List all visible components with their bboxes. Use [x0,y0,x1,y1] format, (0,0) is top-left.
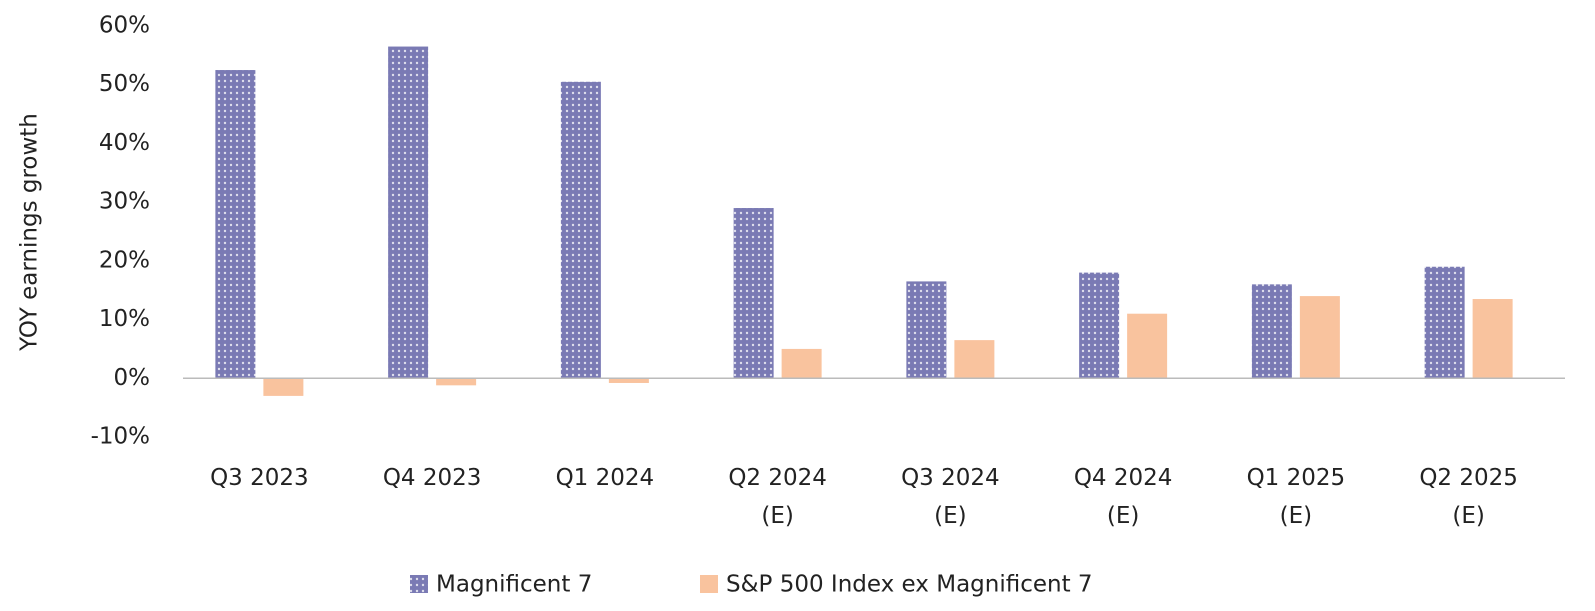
x-tick-line: (E) [1107,503,1139,529]
x-tick-line: Q1 2024 [556,465,655,491]
y-tick-label: -10% [91,424,150,450]
y-tick-label: 40% [99,130,150,156]
legend-swatch [700,575,718,593]
bar [263,378,304,396]
y-tick-label: 10% [99,306,150,332]
y-tick-label: 60% [99,13,150,39]
bar [906,281,947,379]
y-tick-label: 50% [99,71,150,97]
bar [608,378,649,383]
x-tick-line: Q3 2023 [210,465,309,491]
bar [781,348,822,379]
x-tick-line: Q2 2024 [728,465,827,491]
x-tick-line: (E) [1452,503,1484,529]
bar [733,208,774,379]
bar [560,81,601,379]
x-tick-line: (E) [1280,503,1312,529]
bar [1251,284,1292,379]
bar [1299,296,1340,379]
x-tick-line: Q1 2025 [1247,465,1346,491]
bar [1079,272,1120,379]
x-tick-line: (E) [761,503,793,529]
bar [1127,313,1168,379]
bar [388,46,429,379]
y-axis-label: YOY earnings growth [17,113,43,352]
x-tick-label: Q3 2024 (E) [901,465,1000,529]
y-tick-label: 20% [99,247,150,273]
x-tick-line: Q3 2024 [901,465,1000,491]
x-tick-line: Q4 2024 [1074,465,1173,491]
y-tick-label: 30% [99,189,150,215]
x-tick-line: (E) [934,503,966,529]
legend-label: S&P 500 Index ex Magnificent 7 [726,572,1093,598]
x-tick-label: Q1 2025 (E) [1247,465,1346,529]
bar [215,70,256,379]
x-tick-label: Q2 2024 (E) [728,465,827,529]
x-tick-line: Q4 2023 [383,465,482,491]
x-tick-label: Q4 2023 [383,465,482,491]
y-tick-label: 0% [114,365,151,391]
bar [436,378,477,386]
legend-label: Magnificent 7 [436,572,592,598]
bar [1424,266,1465,379]
legend-swatch [410,575,428,593]
x-tick-label: Q2 2025 (E) [1419,465,1518,529]
x-tick-label: Q4 2024 (E) [1074,465,1173,529]
x-tick-label: Q1 2024 [556,465,655,491]
bar [1472,299,1513,379]
bar [954,340,995,379]
x-tick-line: Q2 2025 [1419,465,1518,491]
x-tick-label: Q3 2023 [210,465,309,491]
